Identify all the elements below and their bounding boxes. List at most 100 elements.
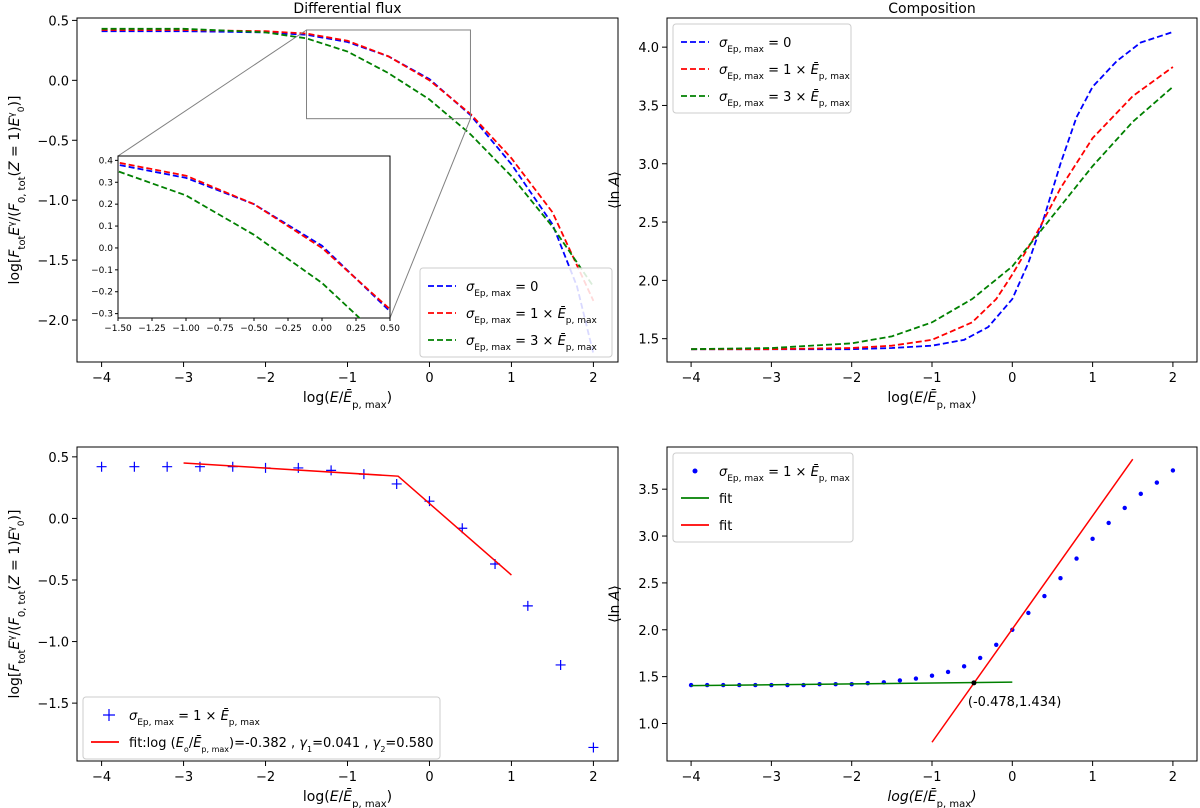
inset-x-tick-label: −1.50	[104, 324, 132, 334]
y-tick-label: 3.0	[638, 158, 659, 173]
legend-label: σEp, max = 1 × Ēp, max	[719, 63, 851, 82]
fit-line	[183, 462, 512, 576]
data-point	[1154, 480, 1160, 485]
data-point	[945, 669, 951, 675]
data-point	[994, 642, 999, 647]
legend-label: σEp, max = 1 × Ēp, max	[719, 465, 851, 484]
y-tick-label: 4.0	[638, 41, 659, 56]
inset-y-tick-label: −0.1	[91, 266, 113, 276]
x-tick-label: −3	[174, 770, 193, 785]
x-tick-label: −2	[842, 770, 861, 785]
x-tick-label: −4	[682, 770, 701, 785]
y-axis-label: log[FtotEγ/(F0, tot(Z = 1)Eγ0)]	[7, 96, 28, 285]
data-point	[1170, 468, 1176, 473]
data-point	[1090, 536, 1095, 542]
y-tick-label: 0.0	[48, 512, 69, 527]
legend-label: fit	[719, 519, 732, 534]
x-tick-label: 1	[507, 371, 515, 386]
y-tick-label: −2.0	[37, 314, 69, 329]
inset-y-tick-label: −0.3	[91, 310, 113, 320]
data-point	[1026, 610, 1031, 616]
x-tick-label: 0	[1008, 371, 1016, 386]
fit-line	[931, 458, 1134, 743]
inset-x-tick-label: −0.25	[274, 324, 302, 334]
legend-label: fit:log (Eo/Ēp, max)=-0.382 , γ1=0.041 ,…	[129, 736, 434, 754]
y-tick-label: 3.5	[638, 483, 659, 498]
panel-flux-fit: −4 −3 −2 −1 0 1 2 0.5 0.0 −0.5 −1.0 −1.5 log(E/Ēp, m…	[7, 446, 619, 808]
y-tick-label: −1.0	[37, 636, 69, 651]
legend-label: σEp, max = 3 × Ēp, max	[466, 334, 598, 353]
inset-x-tick-label: 0.50	[380, 324, 400, 334]
y-axis-label: ⟨ln A⟩	[607, 585, 623, 623]
data-point	[162, 461, 173, 472]
inset-series-line	[118, 163, 390, 313]
series-line	[691, 31, 1174, 351]
x-axis-label: log(E/Ēp, max)	[303, 788, 392, 808]
inset-plot: −1.50 −1.25 −1.00 −0.75 −0.50 −0.25 0.00 0.25 0.…	[91, 155, 400, 334]
panel-composition: −4 −3 −2 −1 0 1 2 1.5 2.0 2.5 3.0 3.5 4.0 Composition…	[607, 1, 1198, 411]
x-tick-label: 2	[589, 770, 597, 785]
zoom-connector	[117, 29, 307, 157]
legend-label: σEp, max = 1 × Ēp, max	[466, 307, 598, 326]
y-axis-label: ⟨ln A⟩	[607, 171, 623, 209]
inset-y-tick-label: 0.3	[99, 178, 113, 188]
y-tick-label: 2.5	[638, 577, 659, 592]
legend-label: fit	[719, 492, 732, 507]
legend-label: σEp, max = 0	[466, 280, 538, 299]
x-tick-label: 2	[1169, 770, 1177, 785]
x-tick-label: −1	[338, 371, 357, 386]
x-tick-label: 1	[1088, 371, 1096, 386]
y-tick-label: −1.5	[37, 254, 69, 269]
inset-x-tick-label: −1.00	[172, 324, 200, 334]
x-tick-label: 1	[1088, 770, 1096, 785]
data-point	[293, 462, 304, 473]
data-point	[961, 664, 967, 669]
legend-label: σEp, max = 3 × Ēp, max	[719, 90, 851, 109]
y-tick-label: 3.5	[638, 99, 659, 114]
x-axis-label: log(E/Ēp, max)	[303, 389, 392, 411]
x-tick-label: 1	[507, 770, 515, 785]
x-tick-label: −1	[922, 770, 941, 785]
y-tick-label: −0.5	[37, 574, 69, 589]
y-tick-label: 0.5	[48, 451, 69, 466]
x-tick-label: −3	[762, 371, 781, 386]
data-point	[326, 465, 337, 476]
inset-y-tick-label: −0.2	[91, 288, 113, 298]
data-point	[913, 676, 919, 681]
y-tick-label: 0.5	[48, 14, 69, 29]
y-tick-label: 1.5	[638, 671, 659, 686]
data-point	[977, 655, 983, 661]
x-tick-label: −4	[92, 371, 111, 386]
y-tick-label: −0.5	[37, 134, 69, 149]
data-point	[1074, 556, 1079, 561]
y-tick-label: 0.0	[48, 74, 69, 89]
legend-box	[419, 267, 613, 358]
inset-x-tick-label: 0.25	[346, 324, 366, 334]
y-tick-label: −1.0	[37, 194, 69, 209]
data-point	[588, 742, 599, 753]
x-tick-label: −4	[682, 371, 701, 386]
panel-differential-flux: −4 −3 −2 −1 0 1 2 0.5 0.0 −0.5 −1.0 −1.5 −2.0 Differe…	[7, 1, 619, 411]
inset-x-tick-label: 0.00	[312, 324, 332, 334]
legend-marker	[692, 468, 698, 474]
legend-marker	[103, 709, 115, 721]
panel-composition-fit: −4 −3 −2 −1 0 1 2 1.0 1.5 2.0 2.5 3.0 3.5 log(E/Ēp, m…	[607, 446, 1198, 808]
inset-x-tick-label: −0.50	[240, 324, 268, 334]
data-point	[1122, 505, 1127, 511]
x-tick-label: 0	[425, 371, 433, 386]
fit-line	[691, 681, 1013, 687]
x-tick-label: 0	[425, 770, 433, 785]
series-line	[691, 86, 1174, 351]
x-tick-label: −3	[174, 371, 193, 386]
x-tick-label: −2	[256, 770, 275, 785]
x-axis-label: log(E/Ēp, max)	[887, 788, 976, 808]
y-tick-label: 1.5	[638, 333, 659, 348]
data-point	[555, 659, 566, 670]
y-tick-label: 3.0	[638, 530, 659, 545]
data-point	[897, 678, 903, 683]
x-tick-label: 2	[1169, 371, 1177, 386]
legend-label: σEp, max = 0	[719, 36, 791, 55]
data-point	[522, 600, 533, 611]
x-tick-label: −4	[92, 770, 111, 785]
